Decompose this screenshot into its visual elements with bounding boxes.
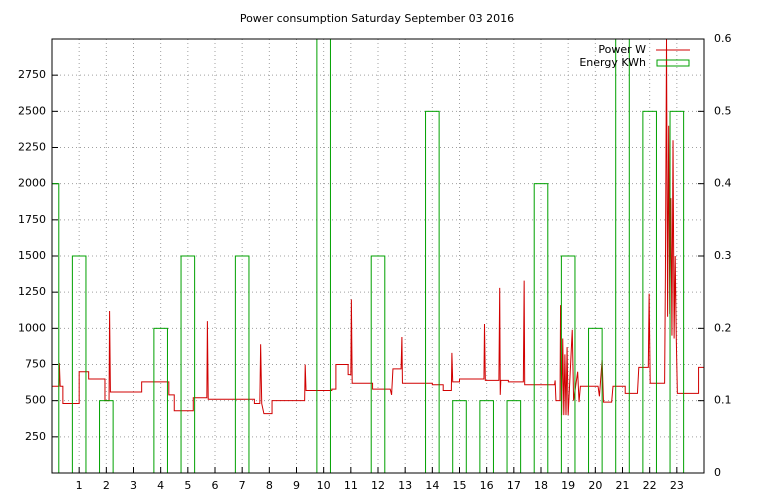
x-tick-label: 20	[588, 479, 602, 492]
legend-swatch	[656, 59, 690, 67]
y-tick-label: 2500	[18, 104, 46, 117]
plot-area	[52, 39, 704, 473]
y-tick-label: 2000	[18, 177, 46, 190]
x-tick-label: 15	[453, 479, 467, 492]
x-tick-label: 4	[157, 479, 164, 492]
x-tick-label: 18	[534, 479, 548, 492]
x-tick-label: 1	[76, 479, 83, 492]
energy-bar	[180, 255, 196, 473]
x-tick-label: 5	[184, 479, 191, 492]
y-tick-label: 750	[25, 358, 46, 371]
y2-tick-label: 0.6	[714, 32, 732, 45]
energy-bar	[588, 327, 603, 473]
x-tick-label: 14	[425, 479, 439, 492]
energy-bar	[615, 39, 630, 473]
x-tick-label: 2	[103, 479, 110, 492]
y-tick-label: 2750	[18, 68, 46, 81]
legend-label: Energy KWh	[579, 56, 646, 69]
energy-bar	[52, 183, 60, 473]
y-tick-label: 1750	[18, 213, 46, 226]
x-tick-label: 22	[643, 479, 657, 492]
x-tick-label: 23	[670, 479, 684, 492]
x-tick-label: 7	[239, 479, 246, 492]
y-tick-label: 500	[25, 394, 46, 407]
energy-bar	[533, 183, 549, 473]
x-tick-label: 3	[130, 479, 137, 492]
legend-label: Power W	[598, 43, 646, 56]
y2-tick-label: 0	[714, 466, 721, 479]
x-tick-label: 8	[266, 479, 273, 492]
chart-title: Power consumption Saturday September 03 …	[240, 12, 514, 25]
x-tick-label: 21	[616, 479, 630, 492]
x-tick-label: 11	[344, 479, 358, 492]
x-tick-label: 9	[293, 479, 300, 492]
y-tick-label: 1250	[18, 285, 46, 298]
plot-frame	[51, 38, 705, 474]
energy-bar	[316, 39, 331, 473]
y2-tick-label: 0.1	[714, 394, 732, 407]
x-tick-label: 6	[212, 479, 219, 492]
y2-tick-label: 0.3	[714, 249, 732, 262]
x-tick-label: 19	[561, 479, 575, 492]
y-tick-label: 2250	[18, 141, 46, 154]
energy-bar	[234, 255, 250, 473]
energy-bar	[560, 255, 576, 473]
x-tick-label: 10	[317, 479, 331, 492]
y2-tick-label: 0.5	[714, 104, 732, 117]
y-tick-label: 1000	[18, 321, 46, 334]
y2-tick-label: 0.4	[714, 177, 732, 190]
energy-bar	[153, 327, 168, 473]
energy-bar	[71, 255, 87, 473]
y-tick-label: 1500	[18, 249, 46, 262]
energy-bar	[370, 255, 386, 473]
x-tick-label: 16	[480, 479, 494, 492]
power-line	[52, 39, 704, 416]
y-tick-label: 250	[25, 430, 46, 443]
x-tick-label: 13	[398, 479, 412, 492]
y2-tick-label: 0.2	[714, 321, 732, 334]
x-tick-label: 17	[507, 479, 521, 492]
x-tick-label: 12	[371, 479, 385, 492]
